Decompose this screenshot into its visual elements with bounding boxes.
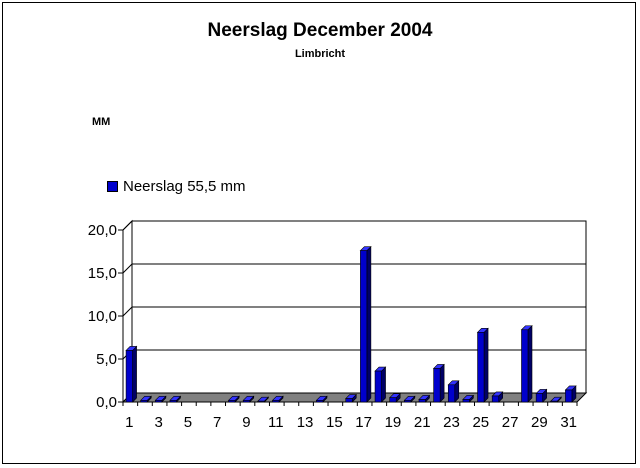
- bar: [345, 393, 357, 403]
- gridline: [122, 306, 586, 317]
- x-tick-label: 15: [326, 414, 343, 431]
- x-tick-label: 9: [242, 414, 250, 431]
- x-tick-label: 27: [502, 414, 519, 431]
- bar: [139, 395, 152, 403]
- x-tick-label: 7: [213, 414, 221, 431]
- bar: [374, 366, 387, 403]
- bar: [125, 345, 138, 403]
- y-tick-label: 0,0: [96, 394, 117, 411]
- plot-wall: [123, 221, 586, 402]
- x-tick-label: 13: [297, 414, 314, 431]
- chart-subtitle: Limbricht: [294, 48, 346, 60]
- legend-label: Neerslag 55,5 mm: [123, 178, 246, 195]
- y-tick-label: 5,0: [96, 351, 117, 368]
- x-tick-label: 21: [414, 414, 431, 431]
- x-tick-label: 31: [560, 414, 577, 431]
- bar: [227, 395, 240, 403]
- bar: [315, 395, 328, 403]
- legend-swatch: [107, 181, 118, 192]
- bar: [476, 327, 489, 403]
- bar: [418, 394, 431, 403]
- bar: [242, 395, 255, 403]
- bar: [535, 388, 548, 403]
- bar: [154, 395, 167, 403]
- bar: [520, 325, 533, 403]
- chart-title: Neerslag December 2004: [207, 20, 433, 41]
- bar: [432, 363, 445, 403]
- bar: [447, 380, 460, 403]
- y-axis-unit-label: MM: [92, 116, 111, 128]
- bar: [271, 395, 284, 403]
- bar: [462, 394, 475, 403]
- y-tick-label: 15,0: [88, 265, 117, 282]
- bar: [564, 385, 577, 403]
- bar: [169, 395, 182, 403]
- x-tick-label: 29: [531, 414, 548, 431]
- bar: [359, 245, 372, 403]
- legend: Neerslag 55,5 mm: [107, 178, 246, 195]
- y-tick-label: 10,0: [88, 308, 117, 325]
- x-tick-label: 25: [472, 414, 489, 431]
- x-tick-label: 3: [154, 414, 162, 431]
- x-tick-label: 5: [184, 414, 192, 431]
- x-tick-label: 11: [268, 414, 284, 431]
- x-tick-label: 1: [125, 414, 133, 431]
- bar: [491, 391, 504, 403]
- bar: [257, 396, 270, 403]
- bar: [403, 395, 416, 403]
- x-tick-label: 17: [355, 414, 372, 431]
- bar: [550, 396, 563, 403]
- gridline: [122, 263, 586, 274]
- x-tick-label: 23: [443, 414, 460, 431]
- x-tick-label: 19: [385, 414, 402, 431]
- gridline: [122, 220, 586, 231]
- y-tick-label: 20,0: [88, 222, 117, 239]
- bar: [388, 392, 401, 403]
